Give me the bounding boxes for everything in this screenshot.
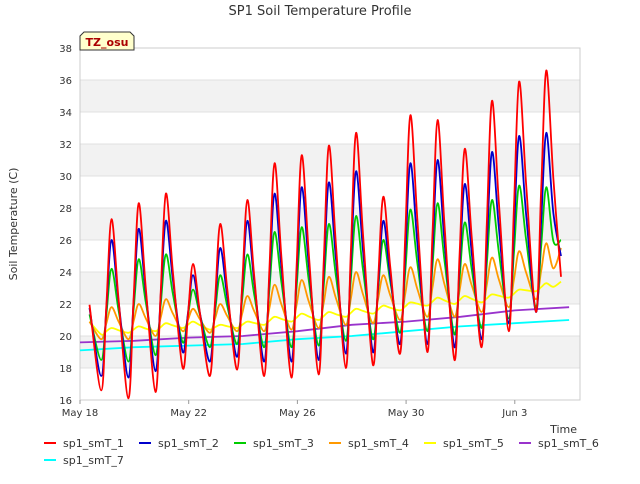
x-tick-label: May 30 <box>388 408 425 419</box>
chart-lines <box>79 69 570 400</box>
series-line-sp1_smT_6 <box>79 306 570 344</box>
x-tick-label: May 18 <box>62 408 99 419</box>
y-tick-label: 36 <box>59 76 72 87</box>
legend-label: sp1_smT_4 <box>348 437 409 450</box>
y-tick-label: 22 <box>59 300 72 311</box>
y-tick-label: 32 <box>59 140 72 151</box>
grid-band <box>80 368 580 400</box>
x-tick-label: May 22 <box>170 408 207 419</box>
y-tick-label: 18 <box>59 364 72 375</box>
x-tick-labels: May 18 May 22 May 26 May 30 Jun 3 <box>62 400 527 419</box>
series-line-sp1_smT_7 <box>79 319 570 352</box>
x-tick-label: May 26 <box>279 408 316 419</box>
legend-label: sp1_smT_5 <box>443 437 504 450</box>
legend-label: sp1_smT_7 <box>63 454 124 467</box>
y-tick-label: 20 <box>59 332 72 343</box>
annotation-background <box>79 31 135 51</box>
y-axis-label: Soil Temperature (C) <box>7 168 20 281</box>
legend: sp1_smT_1 sp1_smT_2 sp1_smT_3 sp1_smT_4 sp1_… <box>44 437 599 467</box>
y-tick-label: 24 <box>59 268 72 279</box>
y-tick-label: 28 <box>59 204 72 215</box>
legend-label: sp1_smT_6 <box>538 437 599 450</box>
y-tick-label: 16 <box>59 396 72 407</box>
grid-band <box>80 112 580 144</box>
y-tick-label: 34 <box>59 108 72 119</box>
plot-frame <box>79 47 581 401</box>
legend-label: sp1_smT_1 <box>63 437 124 450</box>
grid-band <box>80 336 580 368</box>
grid-band <box>80 48 580 80</box>
y-tick-label: 30 <box>59 172 72 183</box>
y-tick-labels: 16 18 20 22 24 26 28 30 32 34 36 38 <box>59 44 72 407</box>
legend-label: sp1_smT_2 <box>158 437 219 450</box>
legend-label: sp1_smT_3 <box>253 437 314 450</box>
grid-band <box>80 240 580 272</box>
series-line-sp1_smT_1 <box>88 69 562 400</box>
y-tick-label: 38 <box>59 44 72 55</box>
grid-band <box>80 80 580 112</box>
x-axis-label: Time <box>549 423 577 436</box>
chart-title: SP1 Soil Temperature Profile <box>229 4 412 19</box>
x-tick-label: Jun 3 <box>501 408 527 419</box>
annotation-text: TZ_osu <box>86 36 129 49</box>
y-tick-label: 26 <box>59 236 72 247</box>
annotation-box: TZ_osu <box>79 31 135 51</box>
